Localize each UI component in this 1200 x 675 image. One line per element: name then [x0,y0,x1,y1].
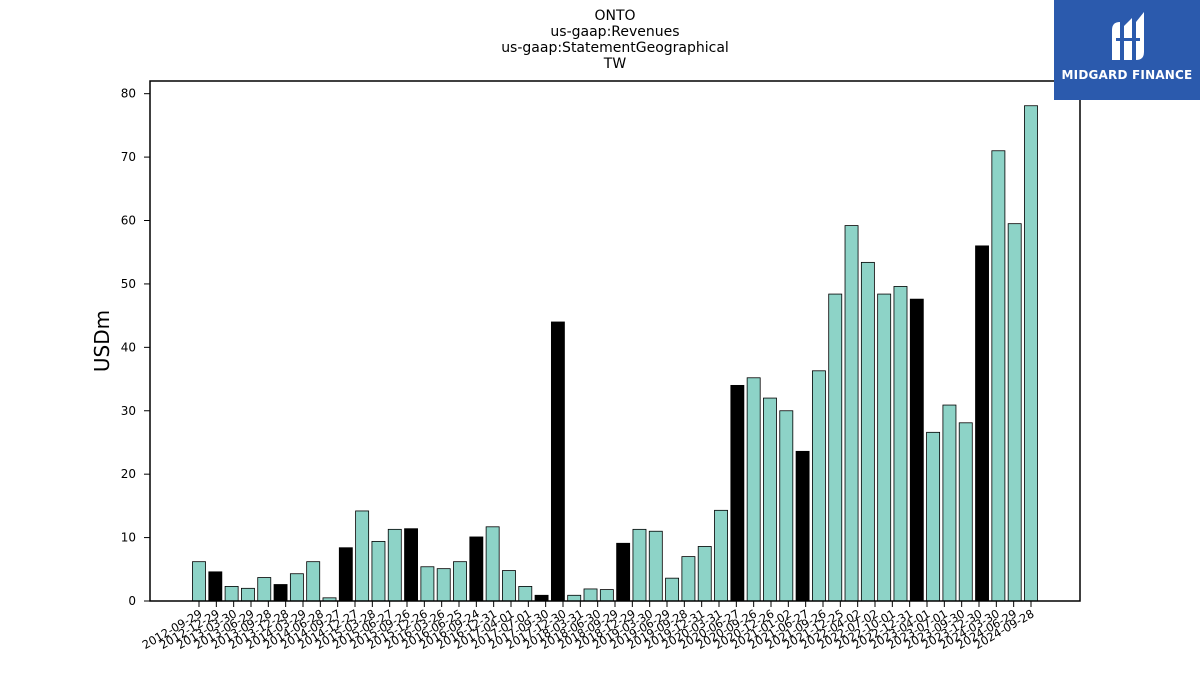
y-axis-label: USDm [90,309,114,373]
bar [371,540,386,602]
chart-title-line-2: us-gaap:Revenues [550,24,680,40]
y-tick-label: 0 [128,594,136,608]
logo-mark-icon [1112,12,1144,60]
y-tick-label: 40 [121,340,136,354]
bar [991,150,1006,602]
bar [273,584,288,602]
bar [975,245,989,602]
bar [1024,105,1038,602]
bar [404,528,418,602]
logo-brand-text: MIDGARD FINANCE [1061,68,1193,82]
bar [763,397,777,602]
bar [469,536,484,602]
bar [338,547,353,602]
y-axis: 0 10 20 30 40 50 60 70 80 [121,87,150,608]
midgard-finance-logo: MIDGARD FINANCE [1054,0,1200,100]
bar [224,586,239,602]
bar [926,431,941,602]
bar [550,321,565,602]
y-tick-label: 20 [121,467,136,481]
bar [844,225,859,602]
bar [583,588,598,602]
y-tick-label: 50 [121,277,136,291]
bar [714,509,728,602]
bar [518,586,533,602]
bar [502,570,516,602]
bar [665,577,680,602]
axes-frame [149,80,1081,602]
bar [289,573,304,602]
bar [746,377,761,602]
bar [387,528,402,602]
bar [420,566,435,602]
bar [795,450,810,602]
bar [306,561,321,602]
bar [730,384,745,602]
x-axis: 2012-09-292012-12-292013-03-302013-06-29… [140,601,1037,652]
bar [812,370,826,602]
bar [893,286,908,602]
bar [241,587,255,602]
bar [942,404,957,602]
bar [257,577,272,602]
bar [828,293,843,602]
bar [485,526,500,602]
bar [192,561,206,602]
chart-title-line-4: TW [603,56,627,72]
chart-title-line-3: us-gaap:StatementGeographical [501,40,729,56]
bar [534,594,549,602]
bar [453,561,467,602]
y-tick-label: 60 [121,214,136,228]
bar [599,589,614,602]
y-tick-label: 70 [121,150,136,164]
y-tick-label: 30 [121,404,136,418]
y-tick-label: 80 [121,87,136,101]
bar [877,293,892,602]
bar [632,528,647,602]
bar [860,261,875,602]
bar [681,556,696,602]
bar [436,568,451,602]
bar [1007,223,1022,602]
bar [697,546,712,602]
bar [208,571,223,602]
bars-group [192,105,1038,602]
y-tick-label: 10 [121,531,136,545]
bar [909,298,924,602]
bar [958,422,973,602]
chart-title-line-1: ONTO [594,8,636,24]
bar [779,410,794,602]
bar [648,530,663,602]
bar [616,542,631,602]
bar [355,510,370,602]
bar [567,594,582,602]
